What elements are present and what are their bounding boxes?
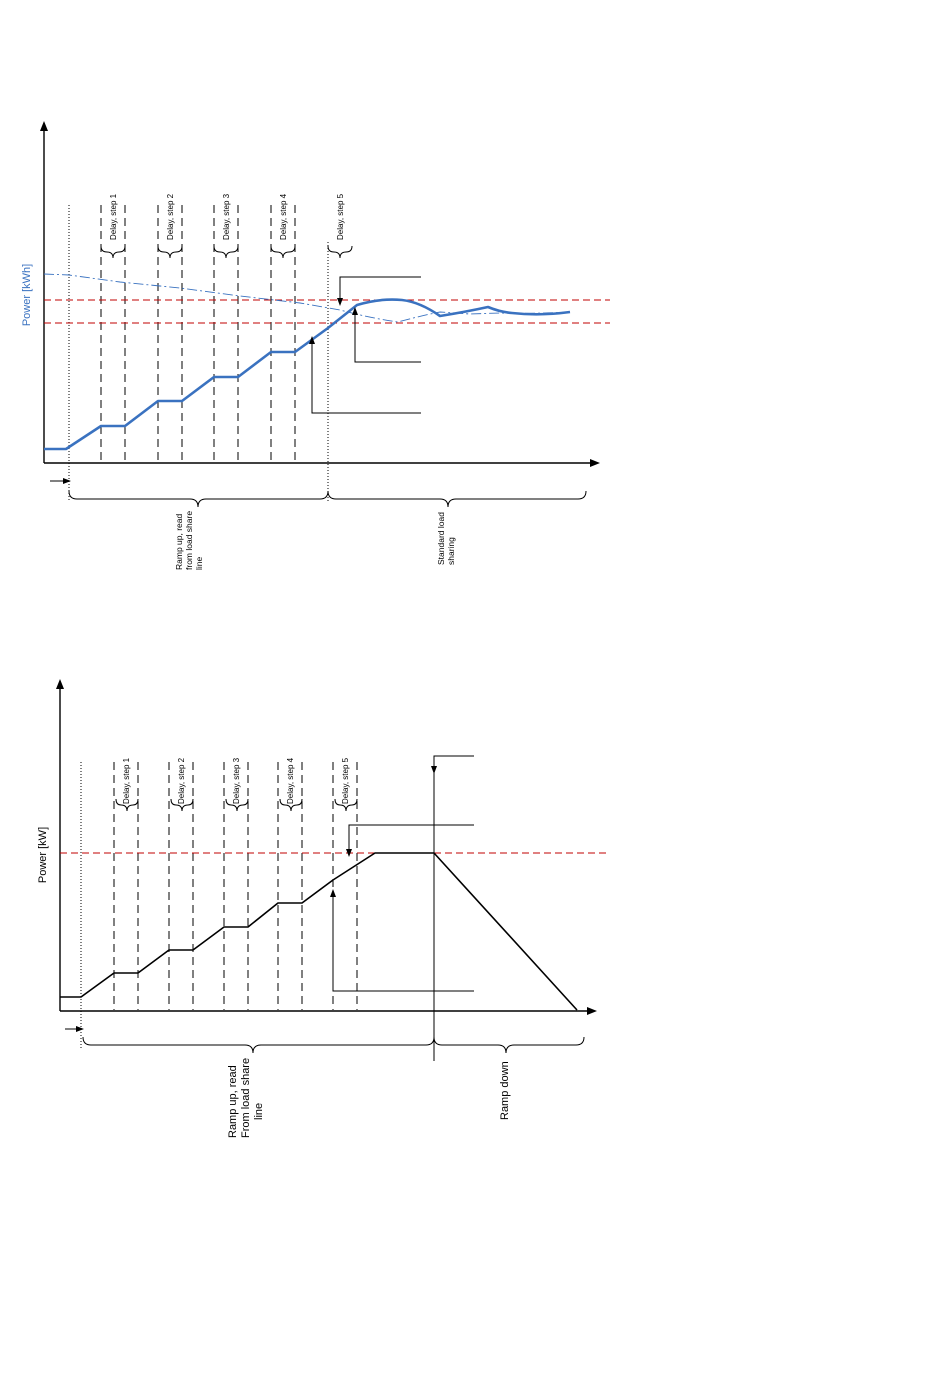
bottom-delay-label-4: Delay, step 4	[286, 757, 295, 804]
top-y-axis-label: Power [kWh]	[21, 264, 33, 326]
top-brace-label-standard: Standard load sharing	[436, 510, 456, 565]
bottom-delay-braces	[115, 798, 358, 812]
bottom-delay-label-1: Delay, step 1	[122, 757, 131, 804]
top-delay-braces	[100, 245, 353, 259]
top-delay-label-4: Delay, step 4	[279, 193, 288, 240]
bottom-diagram: Power [kW] Delay, step 1 Delay, step 2	[37, 679, 610, 1138]
top-brace-ramp-up	[68, 490, 329, 508]
bottom-brace-ramp-up	[82, 1036, 435, 1054]
bottom-power-curve	[60, 852, 578, 1011]
bottom-delay-label-2: Delay, step 2	[177, 757, 186, 804]
bottom-delay-lines	[113, 762, 358, 1010]
bottom-brace-ramp-down	[433, 1036, 585, 1054]
bottom-y-axis-label: Power [kW]	[37, 827, 49, 883]
top-callouts	[309, 276, 421, 414]
top-delay-label-5: Delay, step 5	[336, 193, 345, 240]
top-delay-label-1: Delay, step 1	[109, 193, 118, 240]
bottom-callouts	[330, 755, 474, 992]
top-delay-label-3: Delay, step 3	[222, 193, 231, 240]
top-brace-label-ramp-up: Ramp up, read from load share line	[174, 509, 204, 570]
top-delay-label-2: Delay, step 2	[166, 193, 175, 240]
top-brace-standard	[327, 490, 587, 508]
top-power-curve	[44, 298, 571, 451]
bottom-delay-label-5: Delay, step 5	[341, 757, 350, 804]
bottom-delay-label-3: Delay, step 3	[232, 757, 241, 804]
bottom-brace-label-ramp-up: Ramp up, read From load share line	[227, 1055, 265, 1138]
bottom-brace-label-ramp-down: Ramp down	[499, 1061, 511, 1120]
top-load-share-line	[43, 273, 571, 323]
top-diagram: Power [kWh] Delay, step 1 Delay, step	[21, 121, 610, 570]
